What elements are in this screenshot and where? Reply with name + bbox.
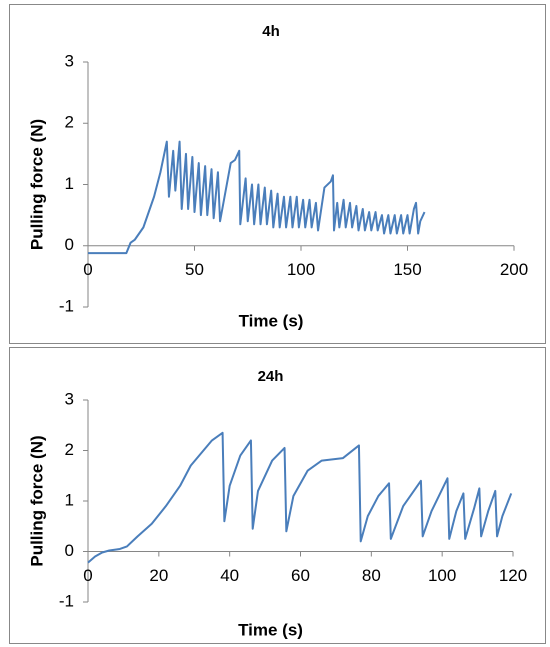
y-axis-label: Pulling force (N) xyxy=(27,435,46,566)
y-tick-label: 1 xyxy=(65,490,74,509)
x-tick-label: 0 xyxy=(83,566,92,585)
x-tick-label: 40 xyxy=(220,566,239,585)
x-axis-label: Time (s) xyxy=(238,620,303,639)
x-tick-label: 0 xyxy=(83,260,92,279)
panel-frame xyxy=(9,347,546,644)
y-tick-label: 2 xyxy=(65,113,74,132)
x-tick-label: 200 xyxy=(500,260,528,279)
y-tick-label: 2 xyxy=(65,440,74,459)
y-axis-label: Pulling force (N) xyxy=(27,119,46,250)
x-tick-label: 150 xyxy=(393,260,421,279)
y-tick-label: -1 xyxy=(59,296,74,315)
x-tick-label: 100 xyxy=(428,566,456,585)
chart-title: 4h xyxy=(262,23,280,40)
data-line xyxy=(88,140,426,255)
data-line xyxy=(87,431,513,564)
y-tick-label: 1 xyxy=(65,174,74,193)
y-tick-label: 0 xyxy=(65,541,74,560)
y-tick-label: 3 xyxy=(65,389,74,408)
chart-title: 24h xyxy=(258,368,284,385)
y-tick-label: 0 xyxy=(65,235,74,254)
x-tick-label: 100 xyxy=(287,260,315,279)
y-tick-label: -1 xyxy=(59,591,74,610)
x-axis-label: Time (s) xyxy=(239,311,304,330)
y-tick-label: 3 xyxy=(65,51,74,70)
x-tick-label: 80 xyxy=(362,566,381,585)
x-tick-label: 120 xyxy=(499,566,527,585)
x-tick-label: 20 xyxy=(149,566,168,585)
x-tick-label: 50 xyxy=(185,260,204,279)
panel-frame xyxy=(9,4,546,344)
x-tick-label: 60 xyxy=(291,566,310,585)
